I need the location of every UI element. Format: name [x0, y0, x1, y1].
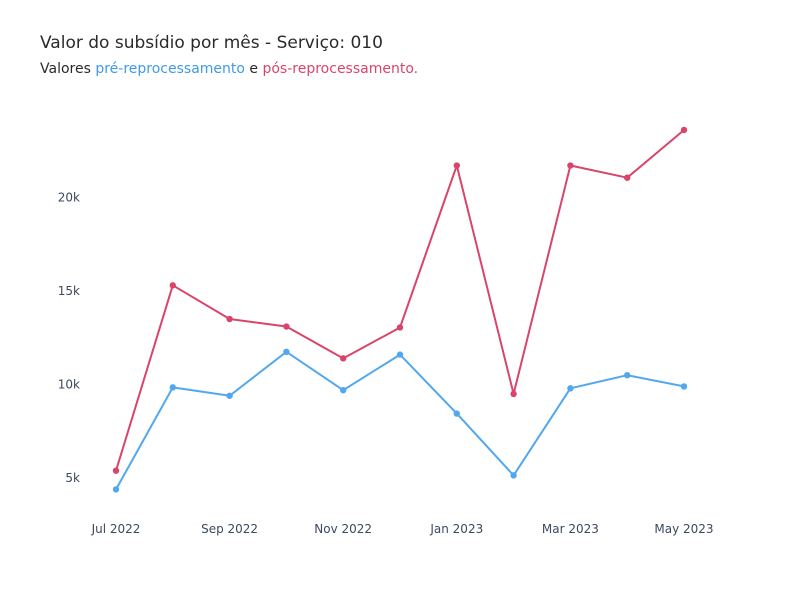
data-point[interactable] — [624, 174, 631, 181]
series-0 — [112, 126, 688, 474]
series-line — [115, 350, 685, 490]
x-tick-label: Jul 2022 — [91, 522, 141, 536]
y-tick-label: 10k — [58, 378, 80, 392]
data-point[interactable] — [567, 385, 574, 392]
data-point[interactable] — [453, 162, 460, 169]
subtitle-prefix: Valores — [40, 61, 96, 77]
series-1 — [112, 348, 688, 493]
data-point[interactable] — [226, 392, 233, 399]
y-axis: 5k 10k 15k 20k — [58, 190, 80, 485]
data-point[interactable] — [680, 383, 688, 390]
data-point[interactable] — [510, 472, 517, 479]
y-tick-label: 20k — [58, 190, 80, 204]
data-point[interactable] — [226, 315, 233, 323]
chart-subtitle: Valores pré-reprocessamento e pós-reproc… — [40, 61, 418, 77]
subtitle-pre-label: pré-reprocessamento — [95, 61, 245, 77]
x-tick-label: Mar 2023 — [542, 522, 599, 536]
x-tick-label: Sep 2022 — [201, 522, 258, 536]
data-point[interactable] — [169, 282, 176, 289]
data-point[interactable] — [453, 410, 460, 417]
data-point[interactable] — [283, 348, 290, 356]
data-point[interactable] — [169, 384, 176, 391]
x-tick-label: Nov 2022 — [314, 522, 372, 536]
data-point[interactable] — [283, 323, 290, 330]
subtitle-pos-label: pós-reprocessamento. — [262, 61, 419, 77]
data-point[interactable] — [567, 162, 574, 169]
data-point[interactable] — [396, 324, 404, 331]
x-tick-label: Jan 2023 — [429, 522, 483, 536]
x-axis: Jul 2022 Sep 2022 Nov 2022 Jan 2023 Mar 2023… — [91, 522, 714, 536]
data-point[interactable] — [340, 355, 347, 362]
y-tick-label: 5k — [65, 471, 80, 485]
data-point[interactable] — [112, 486, 120, 493]
data-point[interactable] — [624, 372, 631, 379]
data-point[interactable] — [340, 386, 347, 394]
data-point[interactable] — [510, 390, 517, 398]
x-tick-label: May 2023 — [654, 522, 713, 536]
series-line — [115, 129, 685, 471]
data-point[interactable] — [112, 467, 120, 474]
chart-title: Valor do subsídio por mês - Serviço: 010 — [40, 33, 383, 53]
series-layer — [112, 126, 688, 493]
data-point[interactable] — [680, 126, 688, 134]
data-point[interactable] — [396, 351, 404, 358]
subtitle-middle: e — [244, 61, 263, 77]
y-tick-label: 15k — [58, 284, 80, 298]
